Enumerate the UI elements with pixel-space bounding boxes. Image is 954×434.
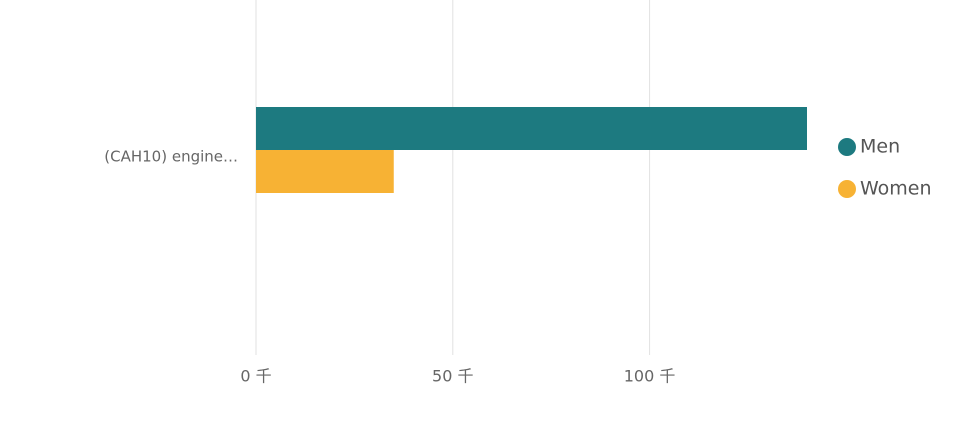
x-tick-label: 0 千: [240, 367, 271, 386]
legend-label: Men: [860, 136, 900, 158]
x-tick-label: 50 千: [432, 367, 473, 386]
legend-label: Women: [860, 178, 932, 200]
bar: [256, 107, 807, 150]
legend-marker: [838, 180, 856, 198]
x-tick-label: 100 千: [624, 367, 676, 386]
bar: [256, 150, 394, 193]
category-label: (CAH10) engine…: [104, 148, 238, 166]
legend-marker: [838, 138, 856, 156]
